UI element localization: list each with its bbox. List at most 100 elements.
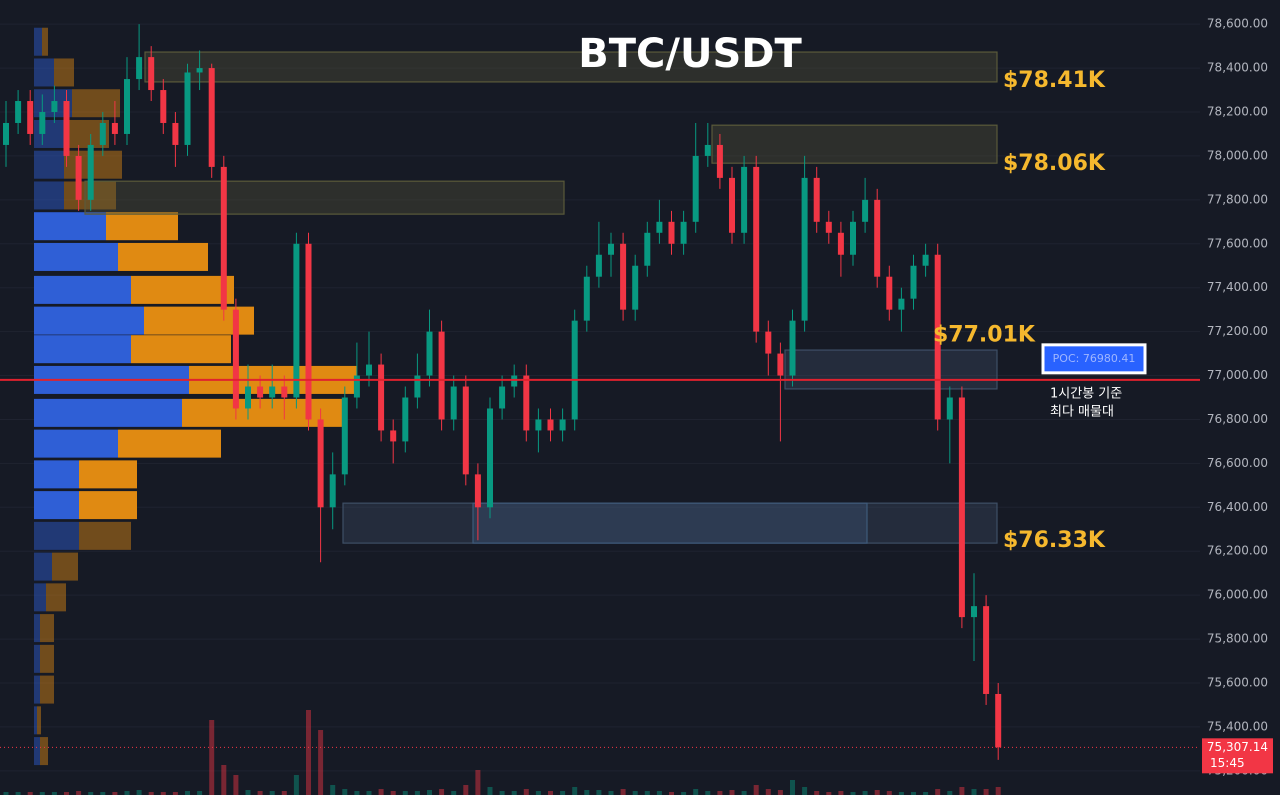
volume-bar [608, 791, 614, 795]
candle-body [148, 57, 155, 91]
poc-label: POC: 76980.41 [1053, 352, 1136, 365]
profile-buy [34, 242, 118, 271]
candle-body [305, 243, 312, 420]
candle-body [111, 122, 118, 134]
volume-bar [269, 791, 275, 795]
candle-body [414, 375, 421, 398]
candle-body [571, 320, 578, 420]
candle-body [946, 397, 953, 420]
candle-body [220, 166, 227, 310]
volume-bar [705, 791, 711, 795]
profile-buy [34, 429, 118, 458]
candle-body [51, 101, 58, 113]
volume-bar [777, 790, 783, 795]
profile-sell [40, 644, 54, 673]
candle-body [886, 276, 893, 310]
volume-bar [3, 792, 9, 795]
candle-body [535, 419, 542, 431]
candle-body [160, 90, 167, 123]
y-tick-label: 76,600.00 [1207, 456, 1268, 470]
profile-sell [118, 429, 221, 458]
volume-bar [475, 770, 481, 795]
candle-body [329, 474, 336, 508]
volume-bar [548, 791, 553, 795]
profile-sell [42, 27, 48, 56]
level-label: $77.01K [933, 322, 1036, 347]
volume-bar [148, 792, 154, 795]
candle-body [257, 386, 264, 398]
profile-buy [34, 398, 182, 427]
candle-body [608, 243, 614, 255]
volume-bar [27, 792, 33, 795]
volume-bar [451, 791, 457, 795]
candle-body [293, 243, 300, 398]
volume-bar [354, 791, 360, 795]
candle-body [583, 276, 590, 321]
profile-buy [34, 275, 131, 304]
candle-body [922, 254, 929, 266]
profile-sell [40, 675, 54, 704]
y-tick-label: 78,400.00 [1207, 61, 1268, 75]
last-price-time: 15:45 [1210, 756, 1245, 770]
candle-body [402, 397, 409, 442]
candle-body [390, 430, 397, 442]
poc-note: 최다 매물대 [1050, 404, 1114, 419]
volume-bar [245, 790, 251, 795]
volume-bar [15, 792, 21, 795]
y-tick-label: 77,200.00 [1207, 324, 1268, 338]
volume-bar [330, 785, 336, 795]
volume-bar [693, 789, 699, 795]
candle-body [910, 265, 917, 299]
volume-bar [535, 791, 541, 795]
y-tick-label: 78,000.00 [1207, 148, 1268, 162]
y-tick-label: 78,600.00 [1207, 17, 1268, 31]
profile-sell [54, 58, 74, 87]
candle-body [184, 72, 191, 145]
volume-bar [765, 789, 771, 795]
zone [784, 349, 998, 390]
candle-body [281, 386, 288, 398]
volume-bar [511, 791, 517, 795]
candle-body [692, 155, 699, 222]
volume-bar [136, 790, 142, 795]
candle-body [704, 144, 711, 156]
poc-note: 1시간봉 기준 [1050, 386, 1122, 401]
volume-bar [366, 791, 372, 795]
volume-bar [947, 791, 953, 795]
candle-body [232, 309, 239, 409]
volume-bar [802, 787, 808, 795]
volume-bar [632, 791, 638, 795]
volume-bar [51, 792, 57, 795]
profile-buy [34, 58, 54, 87]
zone [84, 180, 565, 215]
volume-bar [76, 791, 82, 795]
profile-buy [34, 181, 64, 210]
volume-bar [862, 791, 868, 795]
candle-body [983, 606, 990, 694]
candle-body [958, 397, 965, 618]
profile-buy [34, 150, 64, 179]
candle-body [136, 57, 143, 80]
zone [472, 502, 868, 544]
candle-body [668, 221, 675, 244]
volume-bar [959, 787, 965, 795]
candle-body [341, 397, 348, 475]
volume-bar [306, 710, 311, 795]
zone [342, 502, 998, 544]
candle-body [462, 386, 469, 475]
candle-body [995, 693, 1002, 748]
volume-bar [850, 792, 856, 795]
profile-sell [131, 275, 234, 304]
candle-body [644, 232, 651, 266]
volume-bar [64, 792, 69, 795]
candle-body [245, 386, 251, 409]
volume-bar [971, 789, 977, 795]
volume-bar [753, 785, 759, 795]
candle-body [789, 320, 796, 376]
y-tick-label: 77,400.00 [1207, 280, 1268, 294]
volume-bar [439, 789, 445, 795]
candle-body [27, 101, 34, 134]
volume-bar [342, 789, 348, 795]
volume-bar [318, 730, 324, 795]
candle-body [378, 364, 385, 431]
